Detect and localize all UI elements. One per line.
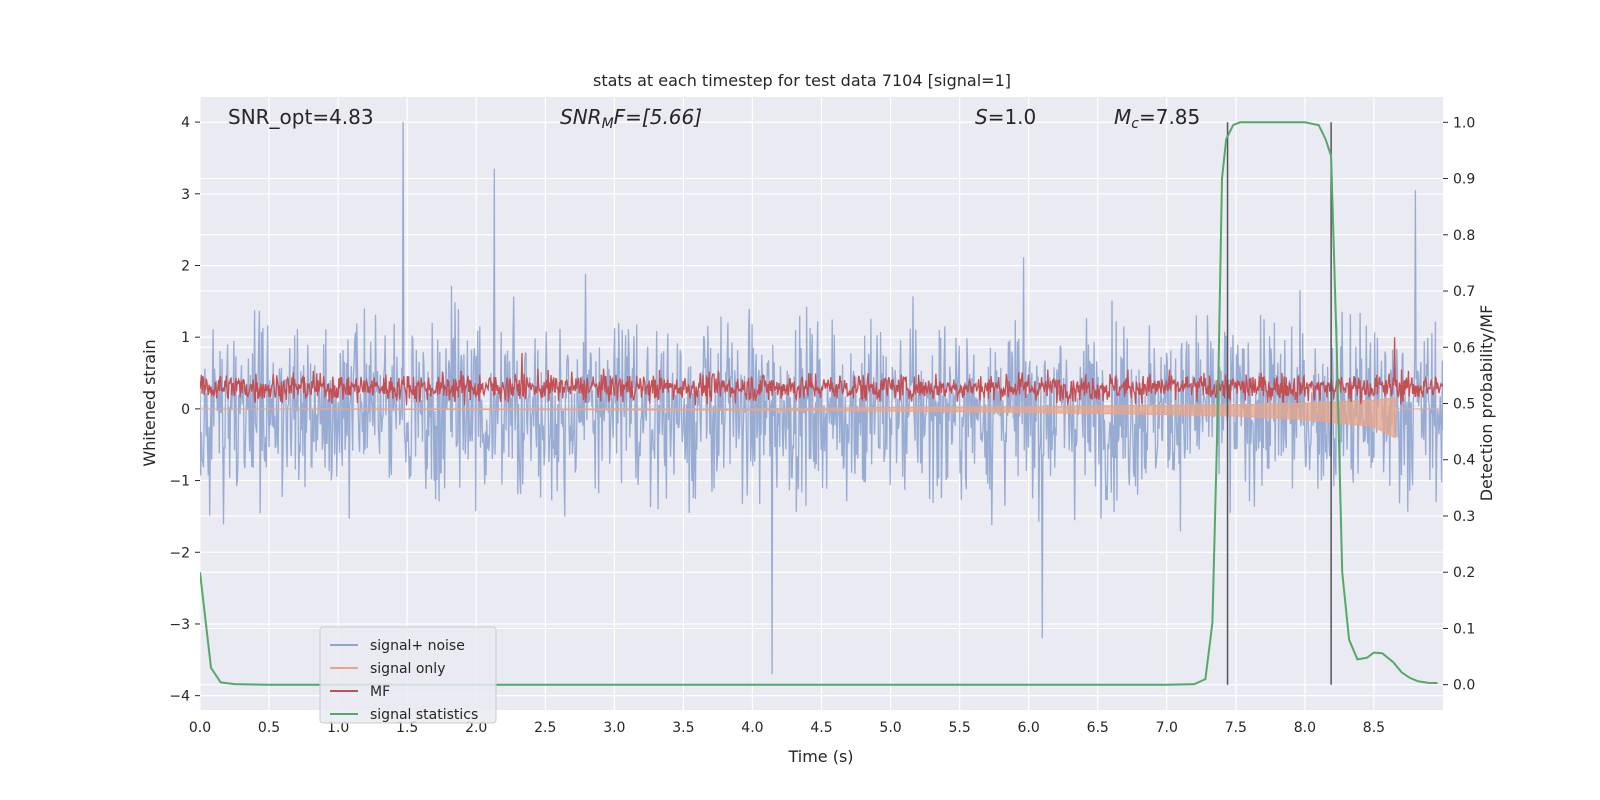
y-right-tick-label: 0.5	[1453, 397, 1475, 413]
y-right-tick-label: 0.6	[1453, 340, 1475, 356]
y-left-tick-label: 4	[181, 115, 190, 131]
y-right-tick-label: 0.9	[1453, 172, 1475, 188]
legend-entry-label: signal+ noise	[370, 638, 465, 654]
legend-entry-label: MF	[370, 684, 390, 700]
x-tick-label: 5.0	[879, 720, 901, 736]
x-tick-label: 6.0	[1018, 720, 1040, 736]
y-left-tick-label: 3	[181, 187, 190, 203]
x-tick-label: 8.0	[1294, 720, 1316, 736]
y-left-axis-label: Whitened strain	[140, 339, 159, 466]
annotation-snr-opt: SNR_opt=4.83	[228, 105, 374, 129]
series-mf	[200, 337, 1443, 406]
y-right-axis-ticks: 1.0 0.9 0.8 0.7 0.6 0.5 0.4 0.3 0.2 0.1 0.0	[1443, 115, 1475, 694]
x-tick-label: 4.0	[741, 720, 763, 736]
legend-entry-label: signal only	[370, 661, 445, 677]
series-signal-statistics	[200, 121, 1438, 686]
x-tick-label: 1.5	[396, 720, 418, 736]
x-tick-label: 0.5	[258, 720, 280, 736]
y-left-tick-label: 1	[181, 330, 190, 346]
x-tick-label: 3.5	[672, 720, 694, 736]
y-right-tick-label: 0.4	[1453, 453, 1475, 469]
x-tick-label: 6.5	[1087, 720, 1109, 736]
y-right-tick-label: 0.8	[1453, 228, 1475, 244]
annotation-snr-mf: SNRMF=[5.66]	[560, 105, 702, 132]
y-right-tick-label: 0.2	[1453, 565, 1475, 581]
chart-title: stats at each timestep for test data 710…	[593, 71, 1011, 90]
series-line-mf	[200, 337, 1443, 406]
series-line-signal-statistics	[200, 121, 1438, 686]
legend-entry-label: signal statistics	[370, 707, 478, 723]
legend-box	[319, 626, 497, 724]
y-right-axis-label: Detection probability/MF	[1477, 305, 1496, 502]
x-tick-label: 0.0	[189, 720, 211, 736]
x-tick-label: 7.0	[1156, 720, 1178, 736]
y-right-tick-label: 1.0	[1453, 115, 1475, 131]
y-left-tick-label: −4	[169, 689, 190, 705]
vertical-markers	[1226, 122, 1332, 685]
y-right-tick-label: 0.0	[1453, 678, 1475, 694]
series-line-signal-noise	[200, 122, 1443, 675]
series-area-signal-only	[200, 397, 1443, 439]
y-right-tick-label: 0.1	[1453, 621, 1475, 637]
y-left-tick-label: −1	[169, 474, 190, 490]
y-right-tick-label: 0.3	[1453, 509, 1475, 525]
annotation-s: S=1.0	[975, 105, 1036, 129]
x-tick-label: 7.5	[1225, 720, 1247, 736]
x-axis-ticks: 0.0 0.5 1.0 1.5 2.0 2.5 3.0 3.5 4.0 4.5 5.0 5.5 6.0 6…	[189, 720, 1385, 736]
y-left-axis-ticks: 4 3 2 1 0 −1 −2 −3 −4	[169, 115, 200, 705]
legend: signal+ noise signal only MF signal statist…	[319, 626, 497, 724]
x-tick-label: 4.5	[810, 720, 832, 736]
y-left-tick-label: −2	[169, 545, 190, 561]
x-tick-label: 1.0	[327, 720, 349, 736]
series-signal-noise	[200, 122, 1443, 675]
x-tick-label: 2.0	[465, 720, 487, 736]
x-tick-label: 5.5	[948, 720, 970, 736]
x-axis-label: Time (s)	[787, 747, 853, 766]
series-signal-only	[200, 397, 1443, 439]
y-left-tick-label: 0	[181, 402, 190, 418]
annotation-mc: Mc=7.85	[1114, 105, 1200, 132]
y-left-tick-label: 2	[181, 258, 190, 274]
y-right-tick-label: 0.7	[1453, 284, 1475, 300]
x-tick-label: 2.5	[534, 720, 556, 736]
y-left-tick-label: −3	[169, 617, 190, 633]
x-tick-label: 8.5	[1363, 720, 1385, 736]
x-tick-label: 3.0	[603, 720, 625, 736]
